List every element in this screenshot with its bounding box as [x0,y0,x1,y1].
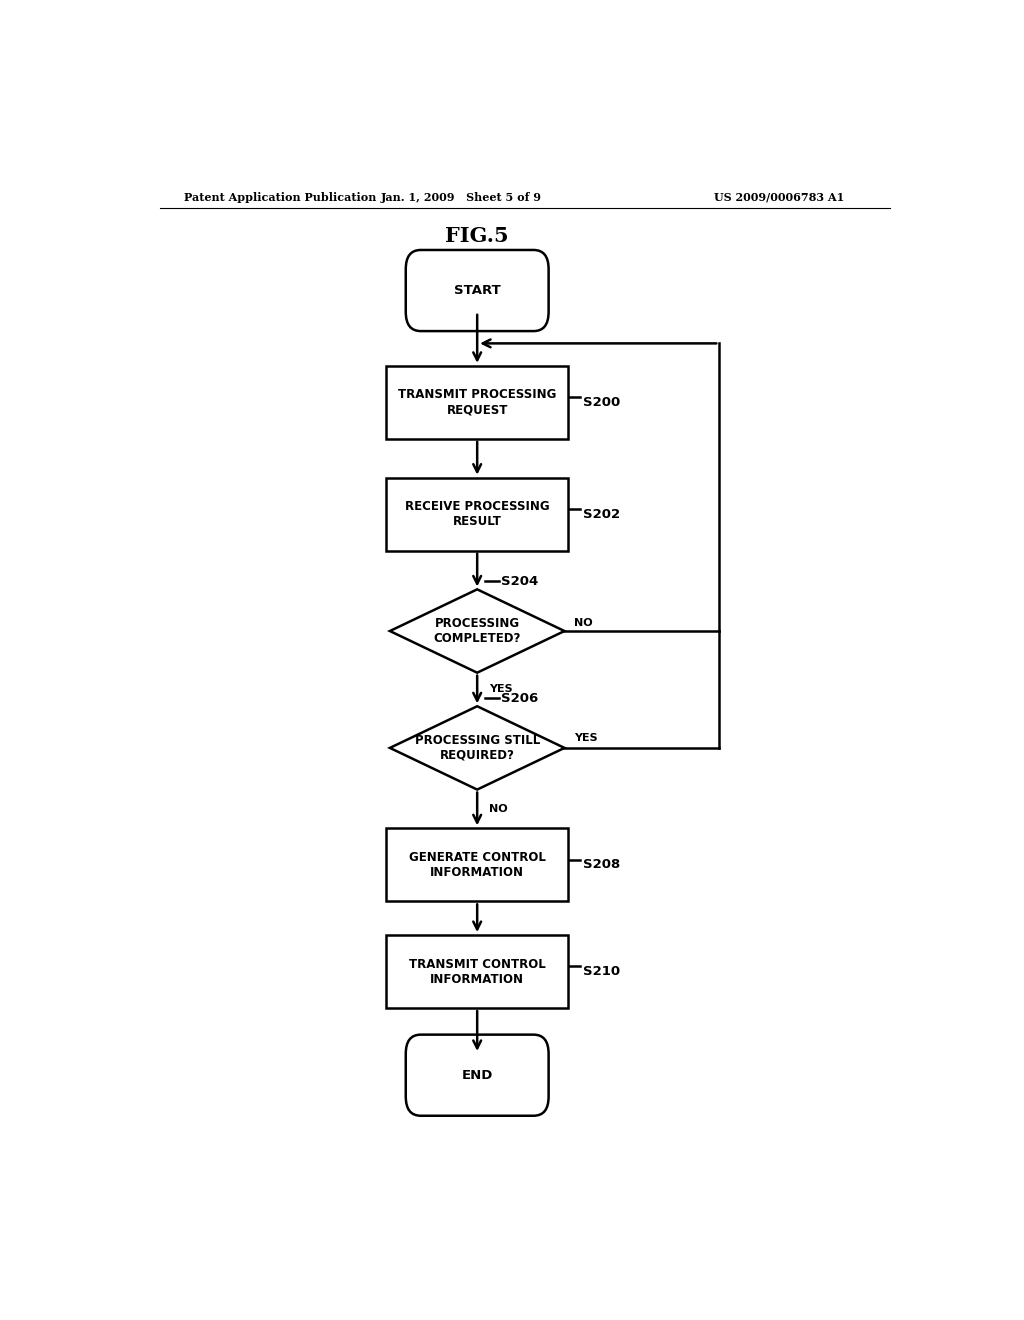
Text: S206: S206 [501,692,539,705]
FancyBboxPatch shape [406,249,549,331]
Text: RECEIVE PROCESSING
RESULT: RECEIVE PROCESSING RESULT [404,500,550,528]
Polygon shape [390,589,564,673]
Text: S208: S208 [583,858,620,871]
Text: NO: NO [489,804,508,814]
Text: PROCESSING
COMPLETED?: PROCESSING COMPLETED? [433,616,521,645]
Polygon shape [390,706,564,789]
Text: YES: YES [489,685,513,694]
Text: END: END [462,1069,493,1081]
Text: TRANSMIT CONTROL
INFORMATION: TRANSMIT CONTROL INFORMATION [409,957,546,986]
Text: US 2009/0006783 A1: US 2009/0006783 A1 [714,191,844,202]
Bar [386,366,568,440]
Text: S202: S202 [583,508,620,520]
Bar [386,828,568,902]
Text: NO: NO [574,618,593,628]
Text: FIG.5: FIG.5 [445,226,509,246]
Text: START: START [454,284,501,297]
Text: PROCESSING STILL
REQUIRED?: PROCESSING STILL REQUIRED? [415,734,540,762]
Text: S210: S210 [583,965,620,978]
Text: Patent Application Publication: Patent Application Publication [183,191,376,202]
Text: TRANSMIT PROCESSING
REQUEST: TRANSMIT PROCESSING REQUEST [398,388,556,416]
Bar [386,478,568,550]
Text: S200: S200 [583,396,620,409]
Text: Jan. 1, 2009   Sheet 5 of 9: Jan. 1, 2009 Sheet 5 of 9 [381,191,542,202]
Text: YES: YES [574,733,598,743]
Bar [386,935,568,1008]
Text: GENERATE CONTROL
INFORMATION: GENERATE CONTROL INFORMATION [409,851,546,879]
FancyBboxPatch shape [406,1035,549,1115]
Text: S204: S204 [501,574,539,587]
